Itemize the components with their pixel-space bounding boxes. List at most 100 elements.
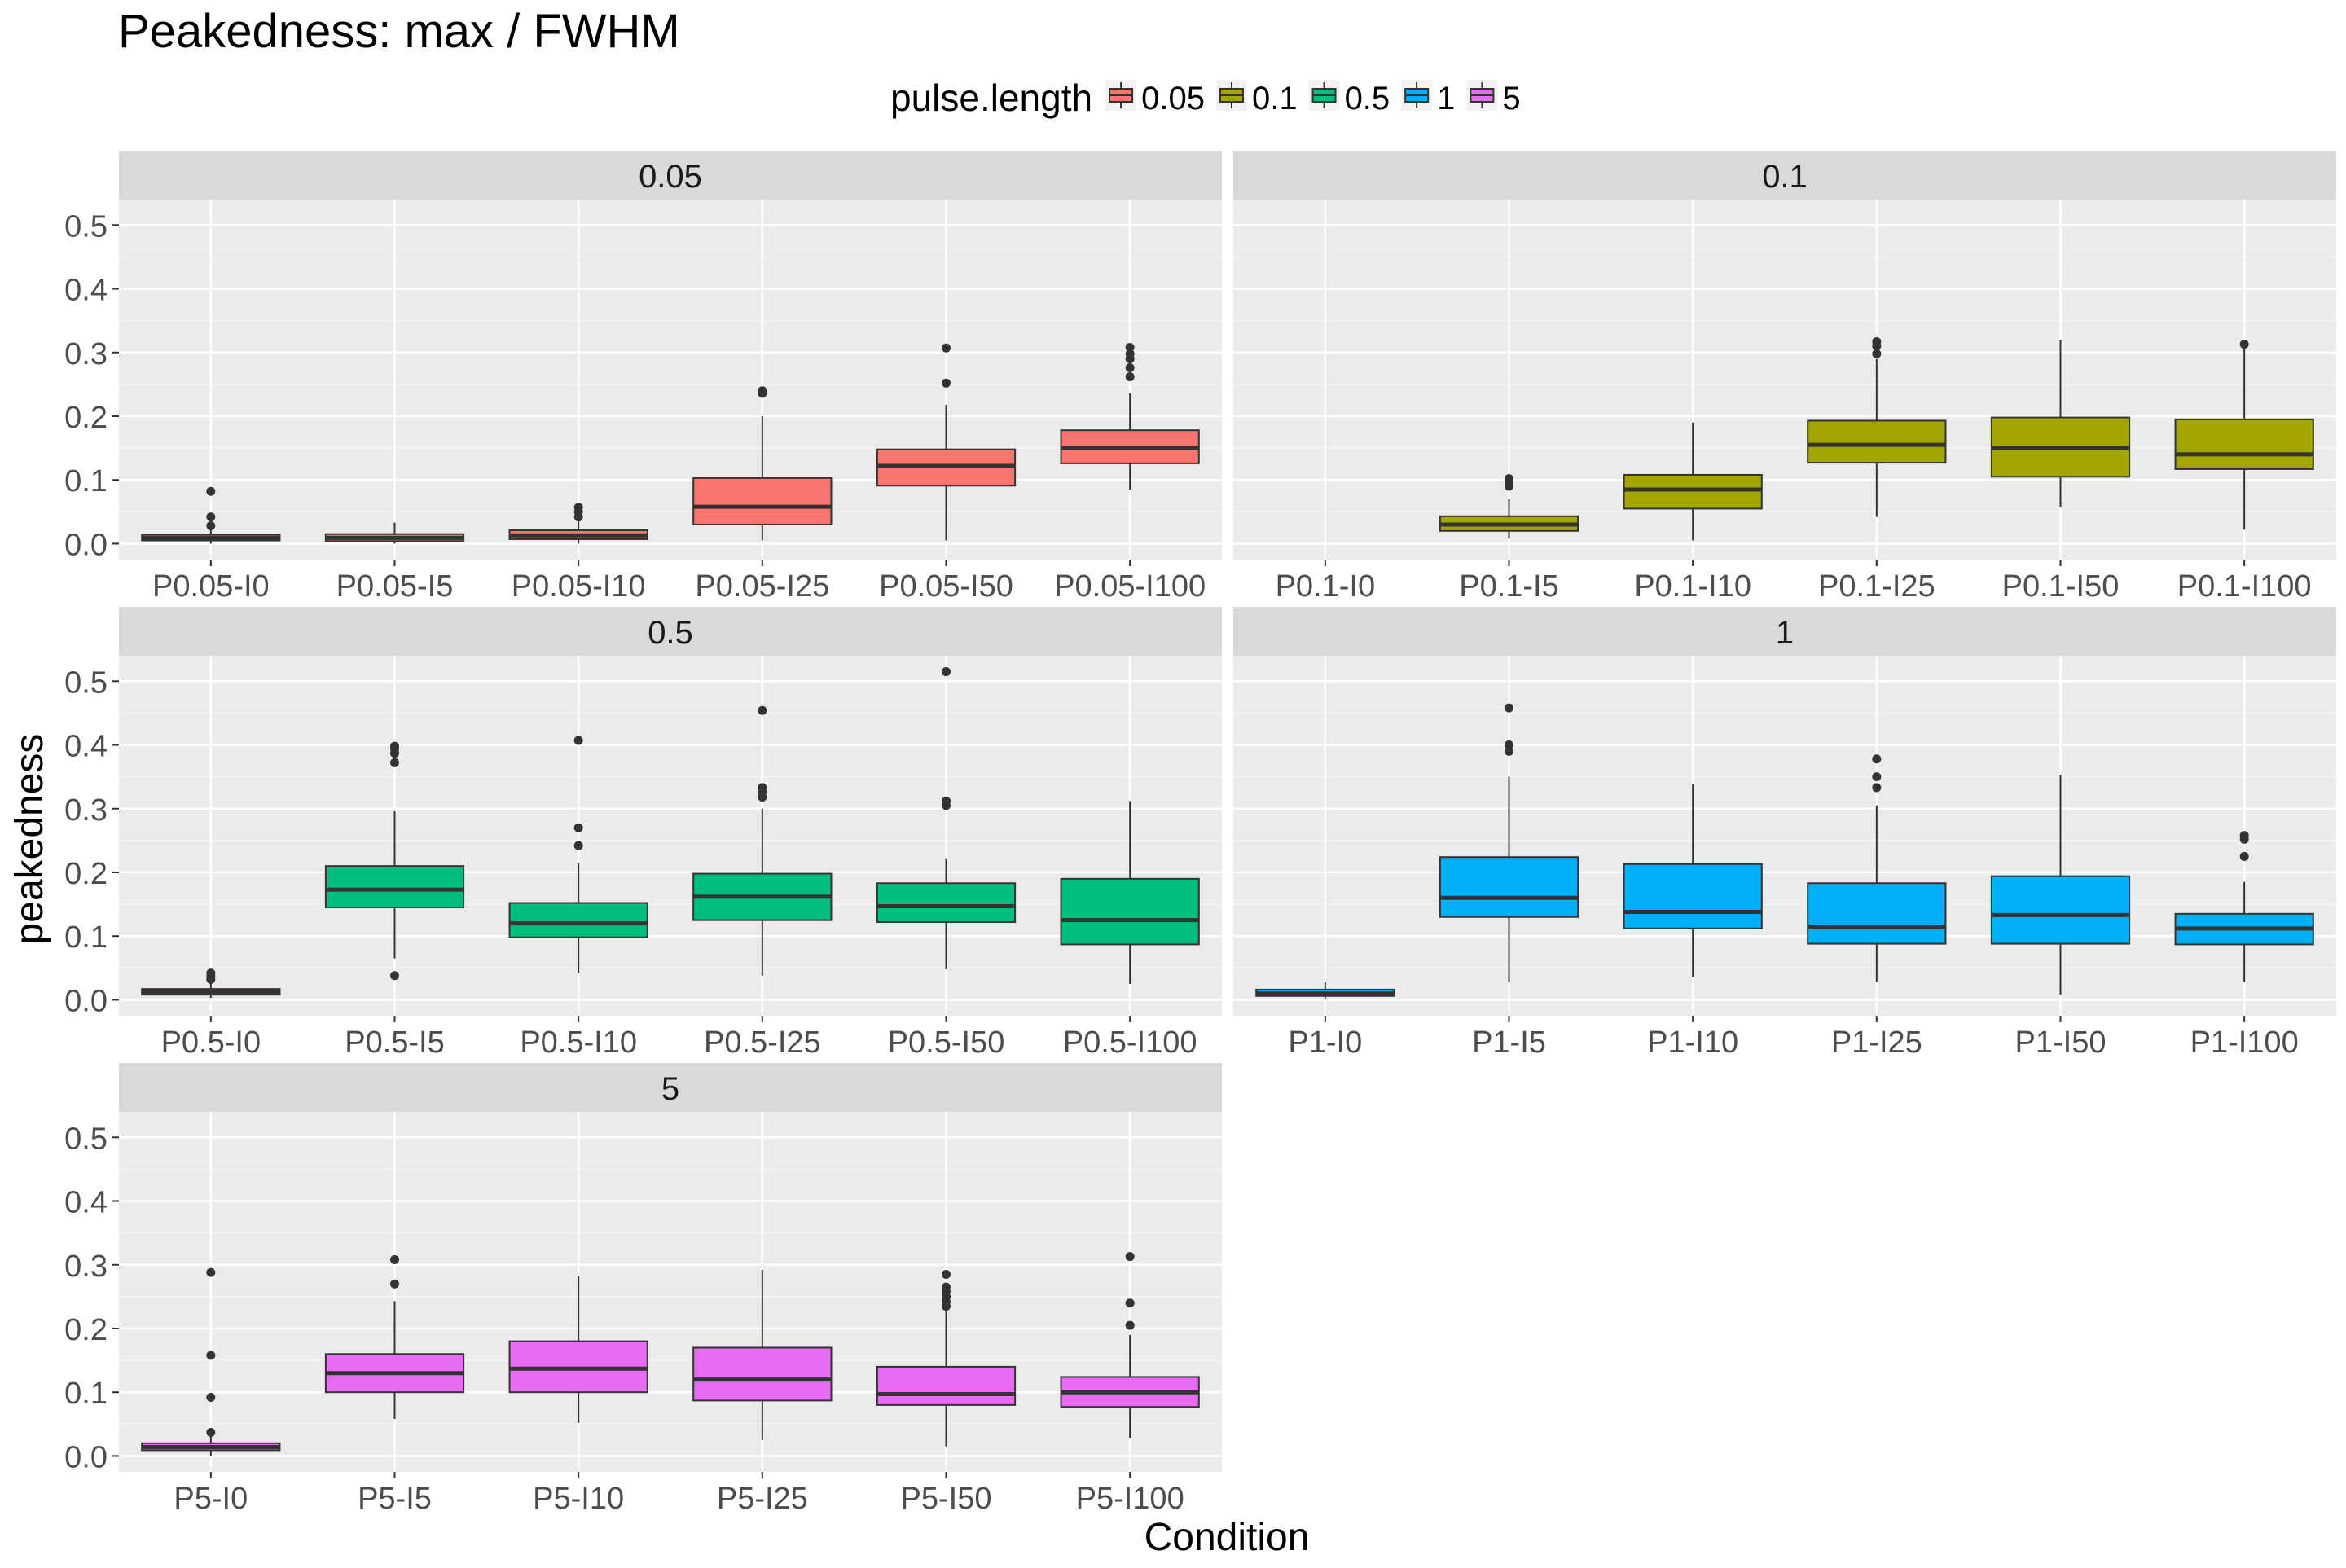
x-tick-label: P0.05-I100 [1054, 569, 1206, 604]
outlier-point [1125, 1298, 1135, 1308]
outlier-point [206, 1351, 216, 1360]
x-tick-label: P0.05-I25 [695, 569, 829, 604]
facet-strip [1233, 607, 2336, 656]
outlier-point [758, 783, 767, 793]
y-tick-label: 0.3 [64, 793, 108, 828]
box-P0.05-I5 [324, 522, 465, 544]
y-tick-label: 0.0 [64, 528, 108, 562]
legend-entry-2: 0.5 [1308, 80, 1390, 116]
box-P0.05-I25 [692, 386, 833, 541]
legend-entry-4: 5 [1466, 80, 1521, 116]
x-tick-label: P0.5-I0 [161, 1026, 261, 1060]
x-tick-label: P1-I0 [1288, 1026, 1362, 1060]
x-tick-label: P0.1-I25 [1818, 569, 1935, 604]
outlier-point [1125, 1320, 1135, 1330]
outlier-point [206, 512, 216, 522]
box-P0.1-I25 [1807, 336, 1947, 517]
box-body [876, 882, 1017, 924]
outlier-point [390, 1254, 399, 1264]
outlier-point [206, 1427, 216, 1437]
facet-panel-0: 0.05 0.0 0.1 0.2 0.3 0.4 0.5 P0.05-I0 P0.05-I5 P0… [64, 151, 1222, 604]
outlier-point [1872, 336, 1882, 346]
y-tick-label: 0.0 [64, 984, 108, 1018]
outlier-point [942, 378, 951, 388]
outlier-point [758, 386, 767, 396]
box-P1-I5 [1439, 703, 1579, 982]
facet-panel-3: 1 P1-I0 P1-I5 P1-I10 P1-I25 P1-I50 P1-I100 [1233, 607, 2336, 1060]
x-tick-label: P1-I25 [1831, 1026, 1922, 1060]
box-P0.1-I50 [1990, 340, 2131, 507]
legend-title: pulse.length [890, 77, 1092, 119]
facet-panel-4: 5 0.0 0.1 0.2 0.3 0.4 0.5 P5-I0 P5-I5 P5-I10 P5-I2… [64, 1063, 1222, 1516]
outlier-point [390, 1279, 399, 1289]
x-tick-label: P1-I50 [2015, 1026, 2107, 1060]
box-P5-I10 [508, 1276, 648, 1423]
plot-background [119, 656, 1222, 1016]
box-P0.5-I50 [876, 667, 1017, 969]
facet-strip [119, 1063, 1222, 1112]
x-tick-label: P0.1-I50 [2002, 569, 2120, 604]
box-P5-I100 [1060, 1252, 1200, 1438]
box-P5-I25 [692, 1270, 833, 1440]
legend: pulse.length 0.05 0.1 0.5 1 5 [890, 77, 1521, 119]
box-P1-I10 [1623, 784, 1763, 978]
outlier-point [2239, 851, 2249, 861]
facet-strip-label: 0.05 [639, 159, 702, 195]
outlier-point [390, 971, 399, 981]
box-body [2174, 418, 2314, 470]
x-tick-label: P0.5-I5 [345, 1026, 445, 1060]
outlier-point [206, 968, 216, 978]
facet-strip-label: 5 [661, 1071, 679, 1107]
box-body [324, 865, 465, 909]
box-P1-I0 [1255, 982, 1395, 999]
y-tick-label: 0.4 [64, 730, 108, 764]
box-P0.5-I0 [141, 968, 281, 999]
outlier-point [1125, 349, 1135, 358]
y-tick-label: 0.2 [64, 1313, 108, 1347]
legend-entry-3: 1 [1401, 80, 1455, 116]
x-tick-label: P5-I50 [901, 1482, 992, 1516]
outlier-point [758, 705, 767, 715]
facet-panel-2: 0.5 0.0 0.1 0.2 0.3 0.4 0.5 P0.5-I0 P0.5-I5 P0.5-… [64, 607, 1222, 1060]
y-tick-label: 0.4 [64, 1186, 108, 1220]
box-P0.5-I100 [1060, 801, 1200, 984]
outlier-point [573, 841, 583, 850]
box-body [1807, 882, 1947, 945]
y-tick-label: 0.3 [64, 1250, 108, 1284]
y-tick-label: 0.2 [64, 857, 108, 891]
outlier-point [206, 1392, 216, 1402]
y-axis-label: peakedness [8, 734, 51, 945]
facet-strip [1233, 151, 2336, 200]
outlier-point [942, 796, 951, 806]
x-tick-label: P0.05-I10 [512, 569, 646, 604]
chart-title: Peakedness: max / FWHM [118, 5, 680, 58]
box-P5-I0 [141, 1267, 281, 1456]
outlier-point [1125, 342, 1135, 352]
legend-label: 0.5 [1345, 81, 1390, 116]
facet-panel-1: 0.1 P0.1-I0 P0.1-I5 P0.1-I10 P0.1-I25 P0.1-I5… [1233, 151, 2336, 604]
box-body [1807, 419, 1947, 464]
x-tick-label: P0.1-I10 [1634, 569, 1751, 604]
facet-strip-label: 0.1 [1762, 159, 1808, 195]
outlier-point [206, 1267, 216, 1277]
legend-label: 0.1 [1252, 81, 1298, 116]
plot-background [1233, 200, 2336, 560]
plot-background [1233, 656, 2336, 1016]
box-P1-I25 [1807, 754, 1947, 982]
x-tick-label: P0.5-I100 [1063, 1026, 1197, 1060]
y-tick-label: 0.5 [64, 209, 108, 244]
outlier-point [942, 1282, 951, 1292]
x-tick-label: P0.05-I50 [879, 569, 1013, 604]
x-tick-label: P5-I25 [717, 1482, 808, 1516]
legend-label: 0.05 [1141, 81, 1205, 116]
outlier-point [1872, 349, 1882, 358]
x-tick-label: P0.1-I0 [1276, 569, 1376, 604]
box-P0.1-I10 [1623, 422, 1763, 541]
box-P0.1-I100 [2174, 340, 2314, 530]
box-body [1060, 877, 1200, 946]
x-tick-label: P5-I5 [358, 1482, 432, 1516]
x-tick-label: P5-I0 [174, 1482, 248, 1516]
outlier-point [1872, 772, 1882, 782]
y-tick-label: 0.5 [64, 665, 108, 700]
